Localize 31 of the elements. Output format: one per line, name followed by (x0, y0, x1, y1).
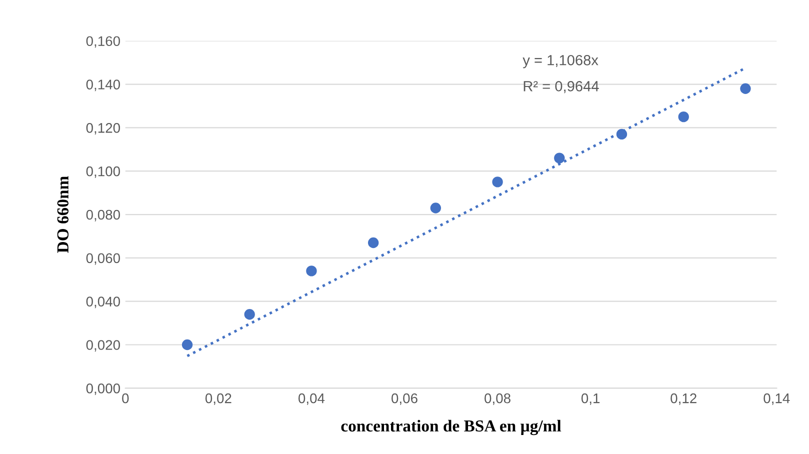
point (554, 152, 565, 164)
point (616, 128, 628, 140)
x-tick-label: 0,08 (484, 393, 510, 405)
point (368, 237, 379, 248)
y-tick-label: 0,100 (86, 166, 120, 178)
point (740, 83, 751, 94)
x-axis-title: concentration de BSA en µg/ml (341, 420, 562, 436)
x-tick-label: 0,02 (205, 393, 232, 405)
x-tick-label: 0,12 (670, 393, 696, 405)
y-axis-title: DO 660nm (57, 176, 69, 253)
y-tick-label: 0,080 (86, 210, 120, 222)
point (182, 339, 193, 350)
x-tick-label: 0,06 (392, 393, 418, 405)
x-tick-label: 0,14 (764, 393, 790, 405)
point (678, 111, 689, 122)
y-tick-label: 0,160 (86, 36, 120, 48)
y-tick-label: 0,060 (86, 253, 120, 265)
point (430, 202, 442, 214)
point (244, 309, 255, 320)
annotation: y = 1,1068x (522, 54, 598, 68)
y-tick-label: 0,000 (86, 384, 120, 395)
x-tick-label: 0,1 (581, 393, 600, 405)
x-tick-label: 0 (122, 393, 129, 404)
annotation: R² = 0,9644 (524, 81, 599, 94)
y-tick-label: 0,040 (86, 296, 120, 308)
x-tick-label: 0,04 (298, 393, 325, 405)
point (306, 266, 317, 276)
point (492, 176, 503, 188)
y-tick-label: 0,120 (86, 123, 120, 134)
y-tick-label: 0,140 (86, 80, 120, 92)
y-tick-label: 0,020 (86, 340, 120, 352)
